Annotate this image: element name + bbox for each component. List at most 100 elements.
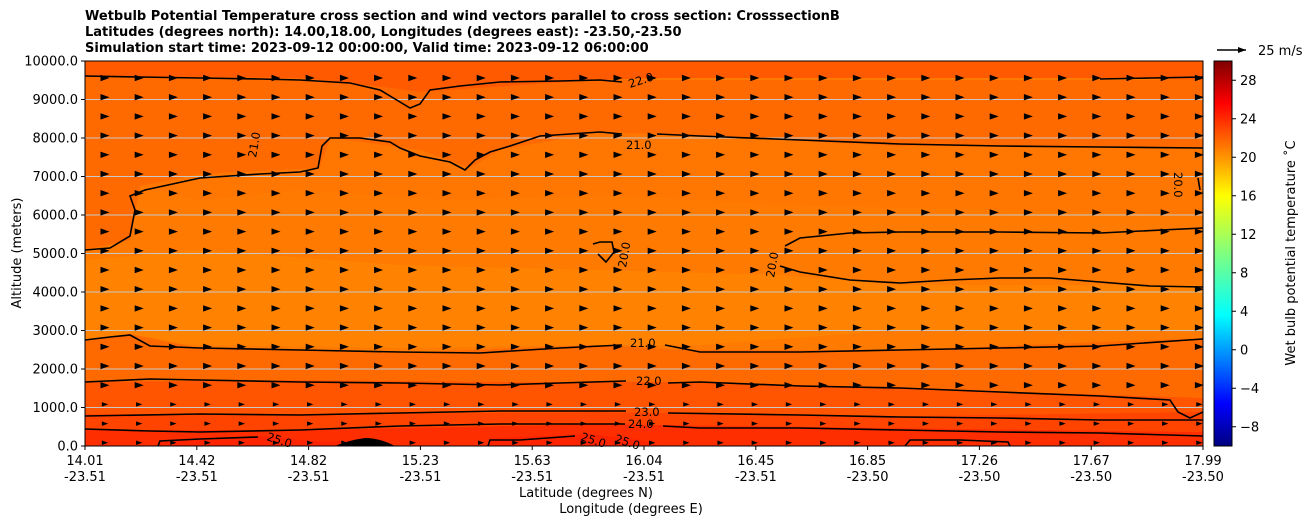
wind-arrow [100,170,110,178]
wind-arrow [271,190,281,197]
wind-arrow [203,170,213,178]
wind-arrow [100,113,110,120]
wind-arrow [852,209,862,216]
wind-arrow [271,74,281,82]
wind-arrow [408,247,418,254]
wind-arrow [888,440,895,446]
wind-arrow [1194,382,1203,389]
wind-arrow [750,132,760,139]
wind-arrow [512,421,519,426]
wind-arrow [168,247,178,254]
wind-arrow [1126,94,1136,101]
wind-arrow [134,362,144,370]
wind-arrow [339,247,349,254]
wind-arrow [647,94,657,101]
wind-arrow [887,113,897,120]
wind-arrow [887,151,897,158]
wind-arrow [1194,343,1203,350]
wind-arrow [339,343,349,350]
wind-arrow [374,343,384,350]
wind-arrow [238,440,245,446]
wind-arrow [339,266,349,274]
wind-arrow [374,209,384,216]
wind-arrow [408,151,418,158]
wind-arrow [546,440,553,446]
contour-label: 23.0 [634,405,660,419]
contour-label: 20.0 [763,251,781,279]
wind-arrow [1092,151,1102,158]
wind-arrow [613,324,623,331]
contour-25-b [487,435,576,446]
wind-arrow [750,228,760,235]
wind-arrow [1126,113,1136,120]
wind-arrow [168,151,178,158]
wind-arrow [1160,305,1170,312]
wind-arrow [476,305,486,312]
wind-arrow [887,170,897,178]
wind-arrow [1092,132,1102,139]
wind-arrow [510,74,520,82]
wind-arrow [476,362,486,370]
wind-arrow [579,151,589,158]
wind-arrow [545,324,555,331]
wind-arrow [852,266,862,274]
wind-arrow [1023,190,1033,197]
wind-arrow [785,402,793,407]
wind-arrow [955,94,965,101]
wind-arrow [1160,113,1170,120]
wind-arrow [1093,440,1100,446]
wind-arrow [717,440,724,446]
x-tick-label-lon: -23.51 [399,470,441,485]
x-tick-label-lon: -23.51 [64,470,106,485]
wind-arrow [476,170,486,178]
wind-arrow [305,170,315,178]
wind-arrow [134,170,144,178]
x-axis-label-secondary: Longitude (degrees E) [559,502,703,517]
wind-arrow [921,305,931,312]
wind-arrow [751,421,758,426]
wind-arrow [887,247,897,254]
x-tick-label-lon: -23.51 [735,470,777,485]
colorbar-label: Wet bulb potential temperature ˚C [1283,140,1299,365]
wind-arrow [1023,74,1033,82]
wind-arrow [339,286,349,293]
wind-arrow [852,324,862,331]
wind-arrow [443,402,451,407]
wind-arrow [852,113,862,120]
wind-arrow [100,151,110,158]
wind-arrow [750,382,760,389]
wind-arrow [1194,74,1203,82]
wind-arrow [647,113,657,120]
contour-20-blob [592,241,615,264]
y-tick-label: 7000.0 [33,170,79,185]
wind-arrow [784,382,794,389]
wind-arrow [1023,382,1033,389]
wind-arrow [1023,343,1033,350]
wind-arrow [989,94,999,101]
wind-arrow [476,343,486,350]
wind-arrow [237,228,247,235]
wind-arrow [750,94,760,101]
wind-arrow [339,151,349,158]
colorbar-tick-label: 12 [1240,228,1257,243]
wind-arrow [374,266,384,274]
wind-arrow [1092,113,1102,120]
colorbar [1213,60,1233,447]
wind-arrow [922,440,929,446]
wind-arrow [374,247,384,254]
wind-arrow [852,74,862,82]
band-20-core [85,250,1203,348]
wind-arrow [647,209,657,216]
wind-arrow [818,324,828,331]
colorbar-tick-label: 16 [1240,189,1257,204]
wind-arrow [510,266,520,274]
y-tick-label: 0.0 [57,440,78,455]
wind-arrow [168,382,178,389]
wind-arrow [478,402,485,407]
wind-arrow [818,170,828,178]
wind-arrow [956,440,964,446]
colorbar-tick-label: −4 [1240,382,1259,397]
wind-arrow [237,266,247,274]
wind-arrow [136,402,143,407]
wind-arrow [476,382,486,389]
